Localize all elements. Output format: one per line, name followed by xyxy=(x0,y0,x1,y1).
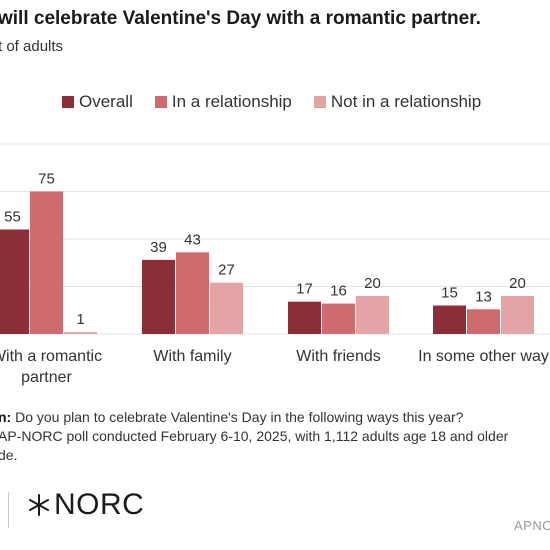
footer-note: n: Do you plan to celebrate Valentine's … xyxy=(0,408,550,465)
bar xyxy=(501,296,534,334)
data-label: 17 xyxy=(296,281,313,298)
data-label: 39 xyxy=(150,239,167,256)
legend-swatch-in-relationship xyxy=(154,96,167,108)
category-label: partner xyxy=(21,369,72,386)
data-label: 13 xyxy=(475,288,492,305)
bar xyxy=(356,296,389,334)
logo-text: NORC xyxy=(54,488,145,521)
bar xyxy=(30,191,63,334)
chart-subtitle: t of adults xyxy=(0,38,64,55)
category-label: With family xyxy=(153,348,231,365)
logo-divider xyxy=(8,492,9,528)
data-label: 20 xyxy=(509,275,526,292)
data-label: 15 xyxy=(441,285,458,302)
bar xyxy=(467,309,500,334)
bar xyxy=(210,282,243,334)
category-label: With a romantic xyxy=(0,348,102,365)
norc-star-icon xyxy=(29,494,49,516)
bar xyxy=(288,301,321,334)
data-label: 55 xyxy=(4,209,21,226)
data-label: 16 xyxy=(330,283,347,300)
data-label: 27 xyxy=(218,262,235,279)
data-label: 1 xyxy=(76,311,84,328)
data-label: 43 xyxy=(184,231,201,248)
legend-item-not-in-relationship: Not in a relationship xyxy=(313,92,482,112)
legend-label: Not in a relationship xyxy=(330,92,482,111)
legend-label: Overall xyxy=(79,92,133,111)
question-text: Do you plan to celebrate Valentine's Day… xyxy=(15,409,464,425)
legend-item-overall: Overall xyxy=(62,92,133,112)
category-label: With friends xyxy=(296,348,380,365)
legend-label: In a relationship xyxy=(171,92,292,111)
legend-swatch-not-in-relationship xyxy=(313,96,326,108)
bar xyxy=(64,332,97,334)
data-label: 75 xyxy=(38,171,55,188)
bar xyxy=(322,303,355,334)
bar xyxy=(0,229,29,334)
bar xyxy=(176,252,209,334)
bar xyxy=(142,259,175,334)
credit: APNO xyxy=(514,518,550,533)
norc-logo: NORC xyxy=(26,488,144,522)
question-label: n: xyxy=(0,409,12,425)
category-label: In some other way xyxy=(418,348,549,365)
legend-item-in-relationship: In a relationship xyxy=(154,92,292,112)
legend: Overall In a relationship Not in a relat… xyxy=(62,92,503,112)
bar xyxy=(433,305,466,334)
data-label: 20 xyxy=(364,275,381,292)
chart-title: will celebrate Valentine's Day with a ro… xyxy=(0,8,481,29)
source-text: AP-NORC poll conducted February 6-10, 20… xyxy=(0,428,509,444)
legend-swatch-overall xyxy=(62,96,74,108)
bar-chart: 55 75 1 With a romantic partner 39 43 27 With fa… xyxy=(0,143,550,386)
source-text-cont: de. xyxy=(0,447,18,463)
